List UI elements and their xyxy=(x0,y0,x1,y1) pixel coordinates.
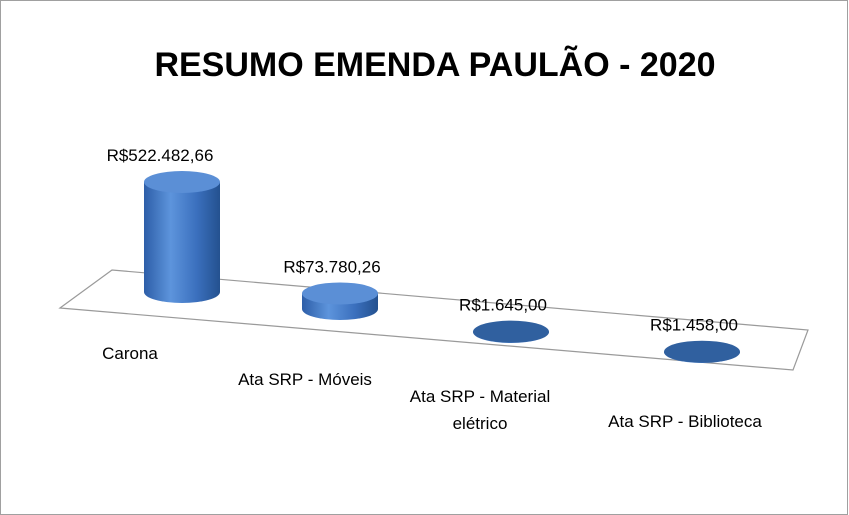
x-tick-label: Carona xyxy=(102,344,158,363)
cylinder-top xyxy=(302,282,378,305)
cylinder-top xyxy=(144,171,220,193)
x-tick-label: Ata SRP - Biblioteca xyxy=(608,412,762,431)
x-tick-label: Ata SRP - Material elétrico xyxy=(409,387,551,433)
value-label: R$522.482,66 xyxy=(107,146,214,165)
value-label: R$73.780,26 xyxy=(283,257,380,276)
floor xyxy=(58,269,809,371)
x-tick-label: Ata SRP - Móveis xyxy=(238,370,372,389)
cylinder-top xyxy=(473,320,549,343)
chart-title: RESUMO EMENDA PAULÃO - 2020 xyxy=(154,46,715,84)
cylinder-body xyxy=(144,182,220,303)
cylinder xyxy=(664,340,740,363)
cylinder-top xyxy=(664,340,740,363)
cylinder xyxy=(302,282,378,320)
value-label: R$1.645,00 xyxy=(459,296,547,315)
value-label: R$1.458,00 xyxy=(650,316,738,335)
cylinder xyxy=(144,171,220,303)
cylinder xyxy=(473,320,549,343)
